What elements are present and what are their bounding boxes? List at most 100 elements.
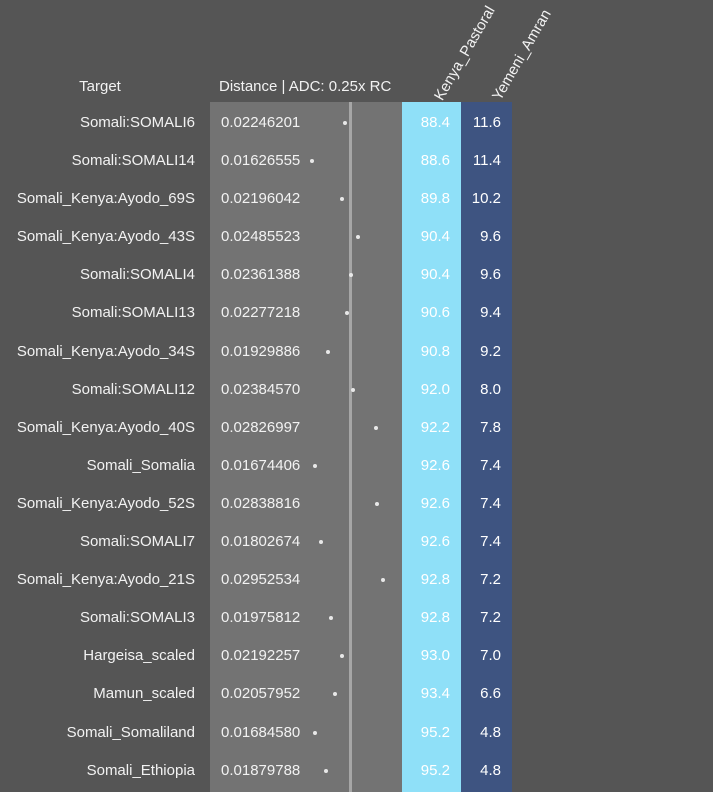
yemeni-amran-value: 7.8 bbox=[480, 418, 501, 436]
yemeni-amran-value: 7.4 bbox=[480, 494, 501, 512]
kenya-pastoral-value: 88.4 bbox=[420, 114, 450, 131]
target-name: Somali:SOMALI6 bbox=[79, 114, 195, 131]
header-target: Target bbox=[79, 78, 121, 95]
distance-dot bbox=[310, 159, 314, 164]
distance-dot bbox=[374, 501, 379, 506]
yemeni-amran-value: 7.4 bbox=[480, 533, 501, 551]
table-row: Somali_Somalia 0.01674406 92.6 7.4 bbox=[0, 446, 713, 484]
distance-value: 0.01802674 bbox=[221, 533, 301, 551]
distance-value: 0.02246201 bbox=[221, 114, 301, 131]
distance-dot bbox=[326, 349, 331, 354]
kenya-pastoral-value: 92.8 bbox=[420, 609, 450, 627]
table-row: Somali:SOMALI7 0.01802674 92.6 7.4 bbox=[0, 522, 713, 560]
target-name: Mamun_scaled bbox=[93, 685, 195, 703]
distance-value: 0.02277218 bbox=[221, 304, 301, 322]
kenya-pastoral-value: 95.2 bbox=[420, 761, 450, 779]
distance-value: 0.01674406 bbox=[221, 456, 301, 474]
yemeni-amran-value: 7.2 bbox=[480, 571, 501, 589]
target-name: Somali_Kenya:Ayodo_40S bbox=[16, 418, 195, 436]
kenya-pastoral-value: 92.0 bbox=[420, 380, 450, 398]
table-row: Somali_Kenya:Ayodo_40S 0.02826997 92.2 7.8 bbox=[0, 408, 713, 446]
target-name: Somali_Kenya:Ayodo_52S bbox=[16, 494, 195, 512]
distance-dot bbox=[374, 425, 379, 430]
table-row: Somali:SOMALI14 0.01626555 88.6 11.4 bbox=[0, 141, 713, 179]
table-row: Somali:SOMALI4 0.02361388 90.4 9.6 bbox=[0, 255, 713, 293]
kenya-pastoral-value: 90.6 bbox=[420, 304, 450, 322]
table-row: Somali_Somaliland 0.01684580 95.2 4.8 bbox=[0, 713, 713, 751]
yemeni-amran-value: 9.4 bbox=[480, 304, 501, 322]
table-row: Somali:SOMALI13 0.02277218 90.6 9.4 bbox=[0, 293, 713, 331]
distance-value: 0.02196042 bbox=[221, 190, 301, 208]
kenya-pastoral-value: 90.4 bbox=[420, 266, 450, 284]
distance-dot bbox=[355, 235, 360, 240]
yemeni-amran-value: 9.6 bbox=[480, 266, 501, 284]
target-name: Somali_Ethiopia bbox=[86, 761, 195, 779]
kenya-pastoral-value: 93.4 bbox=[420, 685, 450, 703]
kenya-pastoral-value: 92.2 bbox=[420, 418, 450, 436]
distance-dot bbox=[328, 616, 333, 621]
kenya-pastoral-value: 92.6 bbox=[420, 533, 450, 551]
target-name: Somali:SOMALI4 bbox=[79, 266, 195, 284]
distance-value: 0.02057952 bbox=[221, 685, 301, 703]
header-kenya-pastoral: Kenya_Pastoral bbox=[431, 3, 499, 104]
yemeni-amran-value: 11.6 bbox=[472, 114, 501, 131]
distance-value: 0.02952534 bbox=[221, 571, 301, 589]
distance-dot bbox=[340, 654, 345, 659]
yemeni-amran-value: 10.2 bbox=[471, 190, 501, 208]
yemeni-amran-value: 8.0 bbox=[480, 380, 501, 398]
distance-dot bbox=[323, 768, 328, 773]
distance-value: 0.02384570 bbox=[221, 380, 301, 398]
yemeni-amran-value: 9.6 bbox=[480, 228, 501, 246]
distance-value: 0.01929886 bbox=[221, 342, 301, 360]
yemeni-amran-value: 7.4 bbox=[480, 456, 501, 474]
kenya-pastoral-value: 89.8 bbox=[420, 190, 450, 208]
kenya-pastoral-column bbox=[402, 102, 461, 792]
distance-reference-line bbox=[349, 102, 352, 792]
table-row: Somali_Kenya:Ayodo_21S 0.02952534 92.8 7.2 bbox=[0, 560, 713, 598]
distance-dot bbox=[349, 273, 354, 278]
yemeni-amran-value: 4.8 bbox=[480, 723, 501, 741]
kenya-pastoral-value: 95.2 bbox=[420, 723, 450, 741]
distance-dot bbox=[312, 463, 317, 468]
kenya-pastoral-value: 88.6 bbox=[420, 152, 450, 170]
target-name: Somali_Kenya:Ayodo_43S bbox=[16, 228, 195, 246]
target-name: Somali:SOMALI13 bbox=[71, 304, 195, 322]
target-name: Somali_Somaliland bbox=[66, 723, 195, 741]
table-row: Somali_Kenya:Ayodo_52S 0.02838816 92.6 7.4 bbox=[0, 484, 713, 522]
kenya-pastoral-value: 92.6 bbox=[420, 456, 450, 474]
yemeni-amran-value: 7.0 bbox=[480, 647, 501, 665]
distance-value: 0.01975812 bbox=[221, 609, 301, 627]
target-name: Somali_Kenya:Ayodo_69S bbox=[16, 190, 195, 208]
kenya-pastoral-value: 92.6 bbox=[420, 494, 450, 512]
target-name: Somali:SOMALI14 bbox=[71, 152, 195, 170]
results-table: Somali:SOMALI6 0.02246201 88.4 11.6 Somali:S… bbox=[0, 103, 713, 789]
distance-value: 0.02361388 bbox=[221, 266, 301, 284]
distance-dot bbox=[313, 730, 318, 735]
yemeni-amran-value: 4.8 bbox=[480, 761, 501, 779]
kenya-pastoral-value: 90.8 bbox=[420, 342, 450, 360]
table-row: Somali_Ethiopia 0.01879788 95.2 4.8 bbox=[0, 751, 713, 789]
distance-dot bbox=[381, 578, 385, 583]
yemeni-amran-value: 7.2 bbox=[480, 609, 501, 627]
target-name: Somali:SOMALI12 bbox=[71, 380, 195, 398]
target-name: Hargeisa_scaled bbox=[83, 647, 195, 665]
distance-value: 0.02826997 bbox=[221, 418, 301, 436]
distance-dot bbox=[340, 197, 345, 202]
distance-dot bbox=[319, 540, 324, 545]
distance-value: 0.01626555 bbox=[221, 152, 301, 170]
table-row: Somali_Kenya:Ayodo_34S 0.01929886 90.8 9.2 bbox=[0, 332, 713, 370]
header-yemeni-amran: Yemeni_Amran bbox=[489, 6, 555, 104]
target-name: Somali:SOMALI3 bbox=[79, 609, 195, 627]
header-distance: Distance | ADC: 0.25x RC bbox=[219, 78, 392, 95]
distance-value: 0.02838816 bbox=[221, 494, 301, 512]
distance-value: 0.02485523 bbox=[221, 228, 301, 246]
target-name: Somali_Kenya:Ayodo_34S bbox=[16, 342, 195, 360]
kenya-pastoral-value: 93.0 bbox=[420, 647, 450, 665]
kenya-pastoral-value: 92.8 bbox=[420, 571, 450, 589]
table-row: Mamun_scaled 0.02057952 93.4 6.6 bbox=[0, 674, 713, 712]
table-row: Somali:SOMALI3 0.01975812 92.8 7.2 bbox=[0, 598, 713, 636]
target-name: Somali_Kenya:Ayodo_21S bbox=[16, 571, 195, 589]
table-row: Somali:SOMALI12 0.02384570 92.0 8.0 bbox=[0, 370, 713, 408]
distance-value: 0.01684580 bbox=[221, 723, 301, 741]
distance-value: 0.02192257 bbox=[221, 647, 301, 665]
